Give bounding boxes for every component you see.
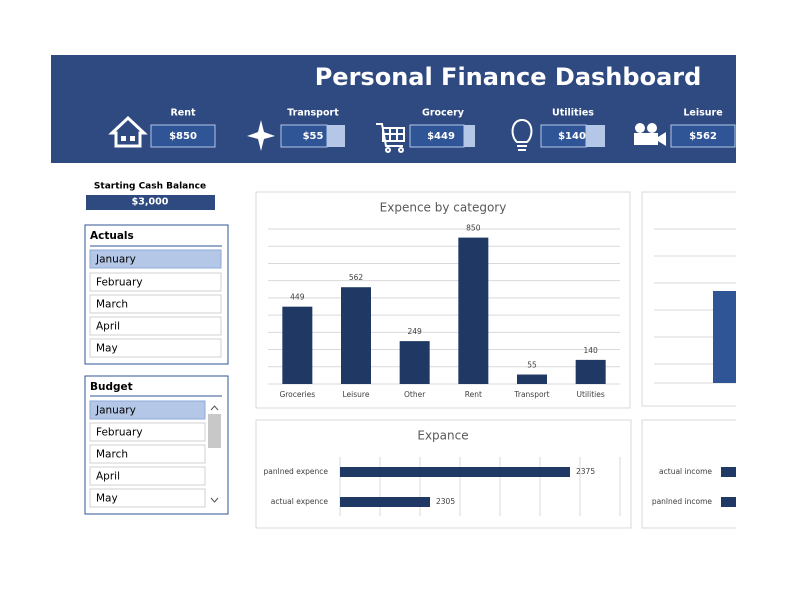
slicer-item[interactable] xyxy=(89,338,222,358)
cash-label: Starting Cash Balance xyxy=(94,182,206,192)
partial-bar xyxy=(713,291,736,383)
cash-amount: $3,000 xyxy=(132,197,169,208)
box-amount: $449 xyxy=(427,131,455,142)
x-tick-label: Other xyxy=(404,390,426,399)
partial-bar xyxy=(721,467,736,477)
box-amount: $562 xyxy=(689,131,717,142)
x-tick-label: Utilities xyxy=(577,390,605,399)
transport-box: Transport $55 xyxy=(280,108,345,148)
box-label: Grocery xyxy=(422,108,465,119)
bar xyxy=(458,237,489,384)
slicer-item[interactable] xyxy=(89,272,222,292)
plane-icon xyxy=(247,120,275,151)
slicer-item[interactable] xyxy=(89,249,222,269)
box-fill xyxy=(540,124,587,148)
slicer-item-label: February xyxy=(96,277,143,289)
x-tick-label: Groceries xyxy=(279,390,315,399)
category-label: panlned expence xyxy=(264,467,329,476)
scroll-down[interactable] xyxy=(210,497,219,503)
scroll-up[interactable] xyxy=(210,405,219,411)
slicer-item[interactable] xyxy=(89,444,206,464)
slicer-item-label: February xyxy=(96,427,143,439)
chart-panel xyxy=(641,191,736,407)
value-label: 449 xyxy=(290,293,305,302)
actuals-slicer: Actuals January February March April May xyxy=(84,224,229,365)
slicer-item-label: May xyxy=(96,493,118,505)
value-label: 850 xyxy=(466,224,481,233)
slicer-item[interactable] xyxy=(89,316,222,336)
slicer-item-label: May xyxy=(96,343,118,355)
bar xyxy=(399,341,430,384)
category-label: panlned income xyxy=(652,497,713,506)
slicer-item-label: January xyxy=(95,254,136,266)
house-icon xyxy=(108,115,148,148)
bar xyxy=(575,359,606,384)
box-amount: $55 xyxy=(303,131,324,142)
bar xyxy=(517,374,547,384)
x-tick-label: Rent xyxy=(465,390,482,399)
box-fill xyxy=(150,124,216,148)
leisure-box: Leisure $562 xyxy=(670,108,736,148)
chart-panel xyxy=(641,419,736,529)
chart-title: Expance xyxy=(417,429,468,443)
slicer-title: Budget xyxy=(90,381,133,393)
value-label: 55 xyxy=(527,361,537,370)
value-label: 2305 xyxy=(436,497,455,506)
dashboard-title: Personal Finance Dashboard xyxy=(315,63,702,91)
bar xyxy=(341,287,371,384)
slicer-item-label: April xyxy=(96,471,120,483)
bulb-icon xyxy=(511,118,533,151)
box-label: Transport xyxy=(287,108,339,119)
slicer-item-label: January xyxy=(95,405,136,417)
slicer-item[interactable] xyxy=(89,422,206,442)
slicer-item[interactable] xyxy=(89,466,206,486)
chart-title: Expence by category xyxy=(380,201,507,215)
box-label: Leisure xyxy=(683,108,722,119)
chart-panel xyxy=(255,191,631,409)
box-fill xyxy=(670,124,736,148)
value-label: 140 xyxy=(584,346,599,355)
cash-box xyxy=(86,195,215,210)
value-label: 2375 xyxy=(576,467,595,476)
rent-box: Rent $850 xyxy=(150,108,216,148)
slicer-item-label: April xyxy=(96,321,120,333)
value-label: 249 xyxy=(408,327,423,336)
value-label: 562 xyxy=(349,273,364,282)
slicer-item-label: March xyxy=(96,449,128,461)
camera-icon xyxy=(634,123,666,146)
box-fill xyxy=(409,124,465,148)
bar xyxy=(282,306,313,384)
budget-slicer: Budget January February March April May xyxy=(84,375,229,515)
slicer-item[interactable] xyxy=(89,488,206,508)
bar xyxy=(340,467,570,477)
slicer-item-label: March xyxy=(96,299,128,311)
bar xyxy=(340,497,430,507)
box-fill xyxy=(280,124,328,148)
box-label: Utilities xyxy=(552,108,594,119)
partial-bar xyxy=(721,497,736,507)
box-label: Rent xyxy=(170,108,196,119)
partial-grid xyxy=(654,228,736,384)
x-tick-label: Transport xyxy=(513,390,549,399)
category-label: actual expence xyxy=(271,497,329,506)
cart-icon xyxy=(376,123,405,153)
grocery-box: Grocery $449 xyxy=(409,108,475,148)
category-label: actual income xyxy=(659,467,712,476)
box-amount: $850 xyxy=(169,131,197,142)
utilities-box: Utilities $140 xyxy=(540,108,605,148)
x-tick-label: Leisure xyxy=(343,390,370,399)
scrollbar-thumb[interactable] xyxy=(208,414,221,448)
slicer-item[interactable] xyxy=(89,400,206,420)
slicer-item[interactable] xyxy=(89,294,222,314)
slicer-title: Actuals xyxy=(90,230,134,242)
box-amount: $140 xyxy=(558,131,586,142)
